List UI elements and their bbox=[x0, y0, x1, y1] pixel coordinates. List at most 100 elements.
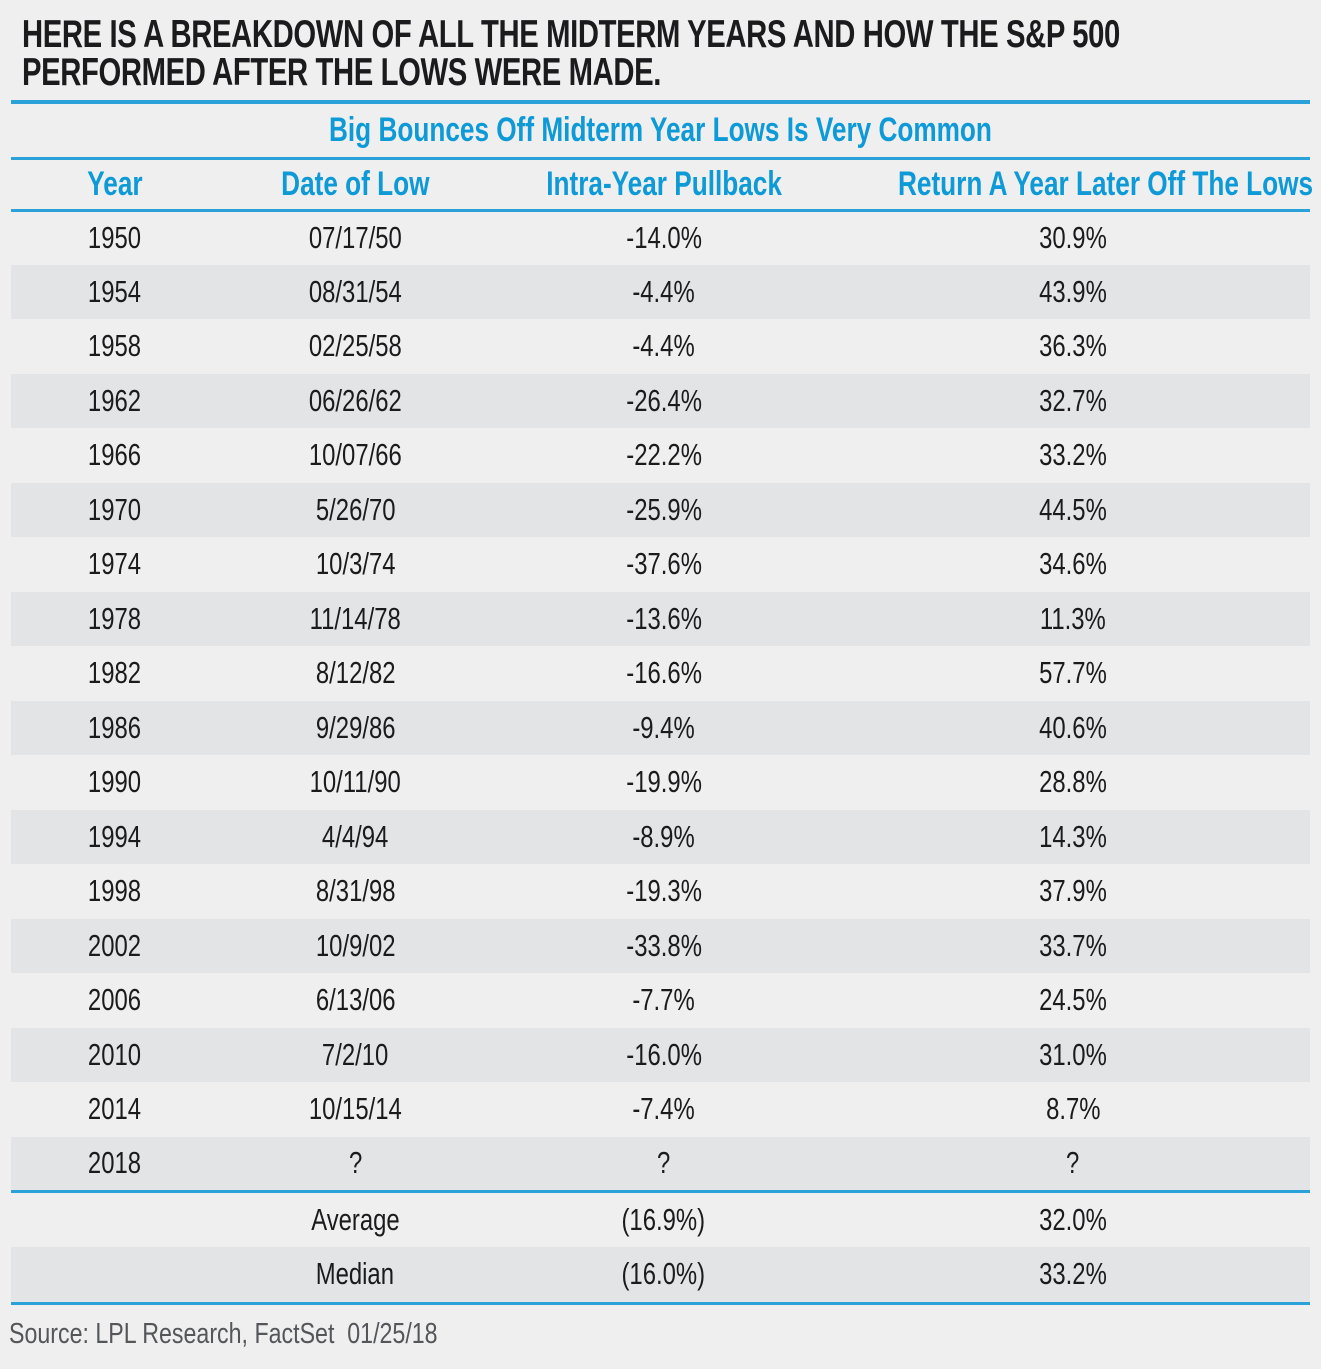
cell-date-of-low: 10/11/90 bbox=[219, 755, 492, 810]
cell-value: 36.3% bbox=[1039, 328, 1107, 364]
cell-intra-year-pullback: ? bbox=[492, 1137, 836, 1192]
cell-return-a-year-later: 31.0% bbox=[836, 1028, 1310, 1083]
cell-date-of-low: 10/3/74 bbox=[219, 537, 492, 592]
cell-value: 24.5% bbox=[1039, 982, 1107, 1018]
table-row: 1990 10/11/90 -19.9% 28.8% bbox=[11, 755, 1310, 810]
cell-value: 2002 bbox=[88, 927, 142, 963]
cell-year: 2010 bbox=[11, 1028, 219, 1083]
cell-value: 8/31/98 bbox=[315, 873, 396, 909]
cell-year: 1958 bbox=[11, 319, 219, 374]
cell-value: 11.3% bbox=[1039, 600, 1106, 636]
divider-under-title bbox=[11, 157, 1310, 160]
cell-date-of-low: 4/4/94 bbox=[219, 810, 492, 865]
cell-intra-year-pullback: -19.3% bbox=[492, 864, 836, 919]
cell-return-a-year-later: ? bbox=[836, 1137, 1310, 1192]
cell-value: -14.0% bbox=[625, 220, 702, 255]
cell-value: 10/15/14 bbox=[308, 1091, 402, 1127]
cell-value: 30.9% bbox=[1039, 220, 1107, 255]
cell-date-of-low: 5/26/70 bbox=[219, 483, 492, 538]
cell-value: -16.6% bbox=[625, 655, 702, 691]
cell-value: 08/31/54 bbox=[308, 273, 402, 309]
cell-value: 1950 bbox=[88, 220, 142, 255]
cell-intra-year-pullback: -16.6% bbox=[492, 646, 836, 701]
cell-return-a-year-later: 11.3% bbox=[836, 592, 1310, 647]
cell-return-a-year-later: 32.0% bbox=[835, 1189, 1310, 1247]
cell-year: 1994 bbox=[11, 810, 219, 865]
divider-top bbox=[11, 100, 1310, 104]
cell-value: -13.6% bbox=[625, 600, 702, 636]
cell-value: -26.4% bbox=[625, 382, 702, 418]
cell-value: 28.8% bbox=[1039, 764, 1107, 800]
page-title: HERE IS A BREAKDOWN OF ALL THE MIDTERM Y… bbox=[0, 0, 1321, 92]
cell-value: ? bbox=[657, 1145, 671, 1180]
cell-intra-year-pullback: -26.4% bbox=[492, 374, 836, 429]
cell-value: 02/25/58 bbox=[308, 328, 402, 364]
cell-intra-year-pullback: -19.9% bbox=[492, 755, 836, 810]
cell-year: 1966 bbox=[11, 428, 219, 483]
cell-date-of-low: 6/13/06 bbox=[219, 973, 492, 1028]
cell-value: -25.9% bbox=[625, 491, 702, 527]
table-row: 1986 9/29/86 -9.4% 40.6% bbox=[11, 700, 1310, 755]
cell-value: 7/2/10 bbox=[322, 1036, 389, 1072]
table-title-row: Big Bounces Off Midterm Year Lows Is Ver… bbox=[0, 104, 1321, 157]
cell-intra-year-pullback: -25.9% bbox=[492, 483, 836, 538]
cell-date-of-low: 06/26/62 bbox=[219, 374, 492, 429]
table-row: 1970 5/26/70 -25.9% 44.5% bbox=[11, 482, 1310, 538]
source-note-text: Source: LPL Research, FactSet 01/25/18 bbox=[9, 1318, 438, 1350]
cell-year: 2018 bbox=[11, 1137, 219, 1192]
cell-value: 34.6% bbox=[1039, 546, 1107, 582]
cell-intra-year-pullback: -7.4% bbox=[492, 1082, 836, 1137]
cell-intra-year-pullback: (16.0%) bbox=[492, 1247, 836, 1303]
cell-date-of-low: 02/25/58 bbox=[219, 319, 492, 374]
summary-body: Average (16.9%) 32.0% Median (16.0%) 33.2% bbox=[11, 1189, 1310, 1303]
cell-value: -33.8% bbox=[625, 927, 702, 963]
cell-year: 1974 bbox=[11, 537, 219, 592]
table-row: 2002 10/9/02 -33.8% 33.7% bbox=[11, 918, 1310, 974]
cell-value: 10/11/90 bbox=[309, 764, 401, 800]
cell-value: -7.4% bbox=[632, 1091, 695, 1127]
cell-intra-year-pullback: -7.7% bbox=[492, 973, 836, 1028]
cell-return-a-year-later: 30.9% bbox=[836, 210, 1310, 265]
cell-value: 10/9/02 bbox=[315, 927, 396, 963]
cell-year: 1970 bbox=[11, 483, 219, 538]
midterm-years-table: Year Date of Low Intra-Year Pullback Ret… bbox=[11, 160, 1313, 1303]
table-title: Big Bounces Off Midterm Year Lows Is Ver… bbox=[329, 111, 992, 149]
cell-value: 6/13/06 bbox=[315, 982, 396, 1018]
cell-value: 4/4/94 bbox=[322, 818, 389, 854]
cell-return-a-year-later: 24.5% bbox=[836, 973, 1310, 1028]
cell-return-a-year-later: 43.9% bbox=[836, 265, 1310, 320]
cell-intra-year-pullback: (16.9%) bbox=[491, 1189, 836, 1247]
cell-return-a-year-later: 33.2% bbox=[836, 428, 1310, 483]
column-header-label: Return A Year Later Off The Lows bbox=[897, 164, 1313, 203]
cell-value: 8/12/82 bbox=[315, 655, 396, 691]
divider-bottom bbox=[11, 1302, 1310, 1305]
cell-value: 32.0% bbox=[1039, 1201, 1107, 1237]
table-body: 1950 07/17/50 -14.0% 30.9% 1954 08/31/54 -4.4%… bbox=[11, 210, 1310, 1191]
cell-return-a-year-later: 8.7% bbox=[836, 1082, 1310, 1137]
cell-intra-year-pullback: -22.2% bbox=[492, 428, 836, 483]
cell-value: 1994 bbox=[88, 818, 142, 854]
cell-year: 1950 bbox=[11, 210, 219, 265]
cell-value: -4.4% bbox=[632, 273, 695, 309]
cell-value: 1982 bbox=[88, 655, 142, 691]
cell-date-of-low: 10/07/66 bbox=[219, 428, 492, 483]
cell-year bbox=[11, 1189, 219, 1247]
cell-value: -16.0% bbox=[625, 1036, 702, 1072]
cell-intra-year-pullback: -13.6% bbox=[492, 592, 836, 647]
cell-return-a-year-later: 33.7% bbox=[836, 919, 1310, 974]
cell-year: 1990 bbox=[11, 755, 219, 810]
column-header-date-of-low: Date of Low bbox=[218, 160, 492, 212]
cell-value: 44.5% bbox=[1039, 491, 1107, 527]
source-note: Source: LPL Research, FactSet 01/25/18 bbox=[0, 1305, 1321, 1351]
cell-return-a-year-later: 14.3% bbox=[836, 810, 1310, 865]
cell-value: (16.9%) bbox=[621, 1201, 706, 1237]
cell-value: 1990 bbox=[88, 764, 142, 800]
cell-value: 43.9% bbox=[1039, 273, 1107, 309]
cell-value: 57.7% bbox=[1039, 655, 1107, 691]
cell-value: 5/26/70 bbox=[315, 491, 396, 527]
cell-intra-year-pullback: -4.4% bbox=[492, 265, 836, 320]
cell-year: 1954 bbox=[11, 265, 219, 320]
cell-intra-year-pullback: -14.0% bbox=[492, 210, 836, 265]
cell-date-of-low: 7/2/10 bbox=[219, 1028, 492, 1083]
